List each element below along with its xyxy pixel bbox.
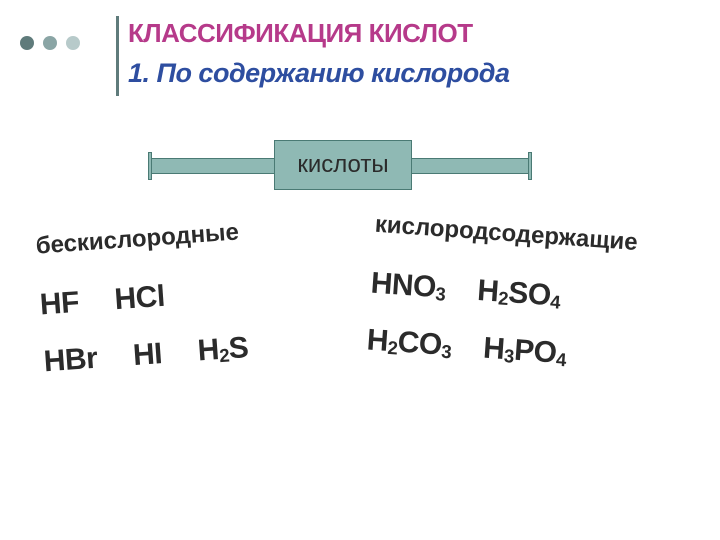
right-branch: кислородсодержащие HNO3 H2SO4 H2CO3 H3PO… [365,211,705,392]
branch-root-label: кислоты [297,151,388,179]
right-branch-label: кислородсодержащие [374,211,705,262]
branch-root: кислоты [150,140,530,190]
formula: H2SO4 [476,274,561,313]
branch-bar-cap [528,152,532,180]
slide-subtitle: 1. По содержанию кислорода [128,58,509,89]
right-formulas: HNO3 H2SO4 H2CO3 H3PO4 [365,255,702,392]
slide-title: КЛАССИФИКАЦИЯ КИСЛОТ [128,18,473,49]
left-branch: бескислородные HF HCl HBr HI H2S [35,212,345,391]
formula: HBr [43,342,99,379]
bullet-dot [43,36,57,50]
title-bullets [20,36,80,50]
bullet-dot [66,36,80,50]
left-branch-label: бескислородные [35,212,336,261]
branch-root-box: кислоты [274,140,412,190]
formula: HF [39,286,80,322]
formula: HNO3 [370,267,447,305]
formula: H2CO3 [366,323,453,362]
formula: HI [132,337,163,372]
title-divider [116,16,119,96]
bullet-dot [20,36,34,50]
left-formulas: HF HCl HBr HI H2S [38,256,345,391]
branch-bar-cap [148,152,152,180]
formula: HCl [113,280,165,316]
formula: H3PO4 [482,332,567,371]
formula: H2S [197,331,250,367]
